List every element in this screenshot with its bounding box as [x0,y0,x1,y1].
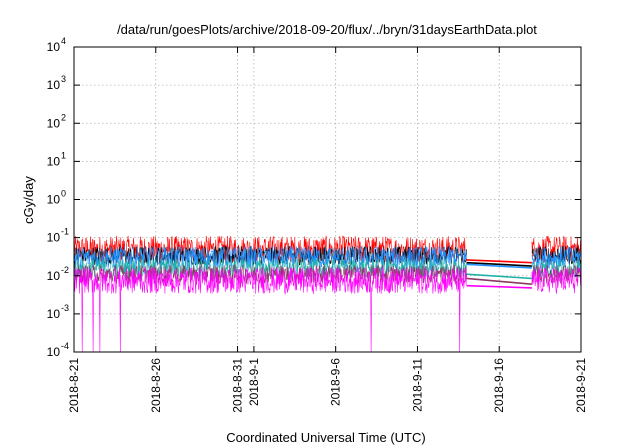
series-line [73,245,582,270]
series-line [73,266,582,353]
y-tick-label: 10 [47,231,61,245]
y-axis-label: cGy/day [21,176,36,224]
gap-connector-line [466,273,532,280]
y-tick-label: 10 [47,78,61,92]
gap-connector-line [466,284,532,289]
series-segment [531,235,582,263]
series-segment [531,267,582,294]
series-segment [73,266,467,353]
gap-connector-line [466,261,532,267]
y-tick-label-exponent: 3 [61,74,66,84]
series-segment [73,245,467,270]
y-tick-label: 10 [47,307,61,321]
y-tick-label-exponent: -3 [61,303,69,313]
y-tick-label-exponent: -4 [61,341,69,351]
y-tick-label-exponent: -2 [61,265,69,275]
series-segment [531,245,582,266]
x-tick-label: 2018-9-16 [492,358,506,413]
series-segment [531,246,582,269]
gap-connector-line [466,277,533,286]
series-group [73,235,582,353]
y-tick-label: 10 [47,193,61,207]
y-tick-label-exponent: 2 [61,112,66,122]
y-tick-label-exponent: 0 [61,189,66,199]
x-tick-label: 2018-9-11 [410,358,424,412]
x-tick-label: 2018-8-26 [149,358,163,413]
grid [74,47,581,352]
x-tick-label: 2018-9-21 [574,358,588,413]
x-tick-label: 2018-8-21 [67,358,81,413]
x-tick-label: 2018-9-6 [329,358,343,406]
y-tick-label: 10 [47,40,61,54]
y-tick-label-exponent: 4 [61,36,66,46]
chart-title: /data/run/goesPlots/archive/2018-09-20/f… [117,22,537,37]
gap-connector-line [466,263,532,269]
x-tick-label: 2018-9-1 [247,358,261,406]
x-axis-label: Coordinated Universal Time (UTC) [226,430,425,445]
x-tick-label: 2018-8-31 [231,358,245,413]
y-tick-label: 10 [47,269,61,283]
y-tick-label: 10 [47,345,61,359]
gap-connector-line [466,259,532,264]
x-axis: 2018-8-21 2018-8-26 2018-8-31 2018-9-1 2018-… [67,47,588,413]
y-tick-label: 10 [47,154,61,168]
y-tick-label: 10 [47,116,61,130]
y-tick-label-exponent: 1 [61,150,66,160]
y-tick-label-exponent: -1 [61,227,69,237]
